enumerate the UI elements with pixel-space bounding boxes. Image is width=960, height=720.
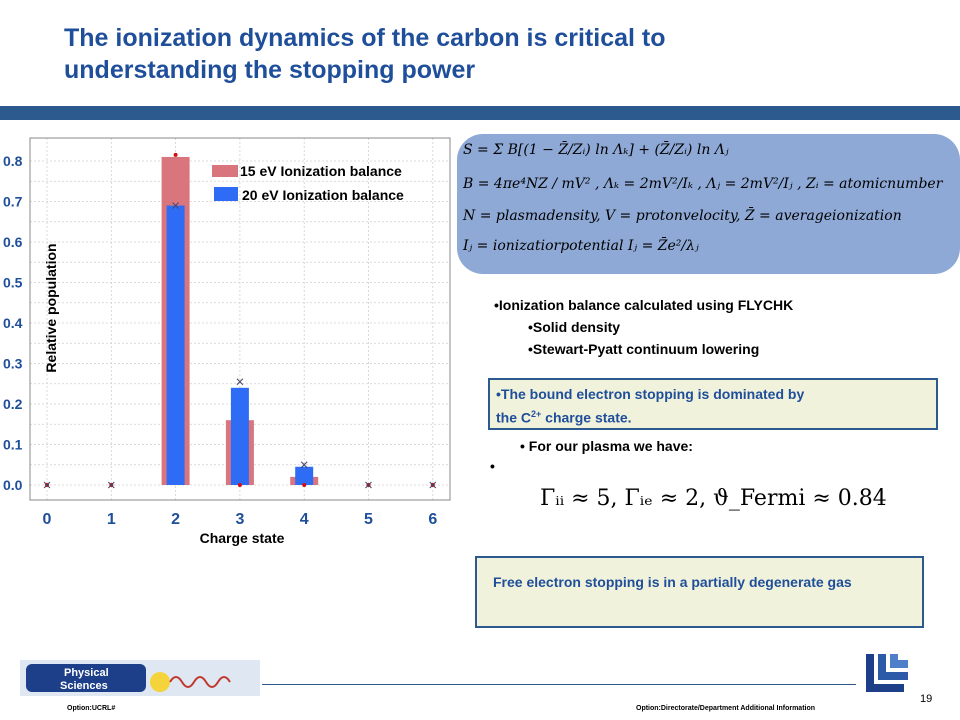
bullet-plasma: • For our plasma we have:	[520, 438, 693, 454]
chart-bars	[161, 156, 319, 486]
y-tick-label: 0.8	[3, 153, 23, 169]
bound-electron-line2: the C2+ charge state.	[496, 404, 930, 428]
bullet-empty: •	[490, 458, 495, 474]
free-electron-callout: Free electron stopping is in a partially…	[475, 556, 924, 628]
bullet-flychk: •Ionization balance calculated using FLY…	[494, 297, 794, 313]
formula-definitions: N = plasmadensity, V = protonvelocity, Z…	[463, 208, 902, 224]
charge-superscript: 2+	[531, 409, 542, 419]
formula-coulomb-log: B = 4πe⁴NZ / mV² , Λₖ = 2mV²/Iₖ , Λⱼ = 2…	[463, 176, 943, 192]
plot-area-frame	[29, 137, 451, 501]
marker-cross-charge-2	[172, 202, 179, 209]
ionization-chart: 0.0 0.1 0.2 0.3 0.4 0.5 0.6 0.7 0.8 0 1 2 3 4 5 6 Rela…	[3, 137, 451, 546]
y-axis-label: Relative population	[43, 243, 59, 372]
marker-dot-charge-4	[302, 483, 307, 487]
y-tick-label: 0.5	[3, 275, 23, 291]
chart-legend: 15 eV Ionization balance 20 eV Ionizatio…	[212, 163, 404, 203]
bullet-solid-density: •Solid density	[528, 319, 621, 335]
bullet-stewart-pyatt: •Stewart-Pyatt continuum lowering	[528, 341, 760, 357]
legend-label-15ev: 15 eV Ionization balance	[240, 163, 402, 179]
y-tick-label: 0.3	[3, 356, 23, 372]
y-tick-labels: 0.0 0.1 0.2 0.3 0.4 0.5 0.6 0.7 0.8	[3, 153, 23, 493]
formula-stopping-power: S = Σ B[(1 − Z̄/Zᵢ) ln Λₖ] + (Z̄/Zᵢ) ln …	[463, 142, 729, 158]
x-axis-label: Charge state	[200, 530, 285, 546]
y-tick-label: 0.1	[3, 437, 23, 453]
legend-swatch-15ev	[212, 165, 238, 177]
marker-cross-charge-4	[300, 461, 308, 469]
x-tick-label: 6	[428, 511, 437, 528]
stopping-power-formula-box: S = Σ B[(1 − Z̄/Zᵢ) ln Λₖ] + (Z̄/Zᵢ) ln …	[457, 134, 960, 274]
bar-20ev-charge-3	[230, 387, 249, 485]
logo-graphic: Physical Sciences	[20, 660, 260, 696]
marker-cross-charge-5	[365, 481, 372, 489]
formula-ionization-potential: Iⱼ = ionizatiorpotential I⁡ⱼ = Z̄e²/λⱼ	[463, 238, 699, 254]
footer-left-text: Option:UCRL#	[67, 705, 116, 712]
chart-markers	[43, 152, 437, 489]
y-tick-label: 0.0	[3, 477, 23, 493]
bound-electron-line1: •The bound electron stopping is dominate…	[496, 386, 805, 402]
slide-title: The ionization dynamics of the carbon is…	[64, 24, 666, 84]
x-tick-label: 5	[364, 511, 373, 528]
footer-divider	[262, 684, 856, 685]
marker-cross-charge-1	[107, 481, 115, 489]
chart-grid	[30, 138, 450, 500]
y-tick-label: 0.4	[3, 315, 23, 331]
y-tick-label: 0.2	[3, 396, 23, 412]
flychk-bullets: •Ionization balance calculated using FLY…	[494, 294, 793, 360]
marker-cross-charge-6	[429, 481, 437, 489]
bound-electron-prefix: the C	[496, 409, 531, 426]
y-tick-label: 0.6	[3, 234, 23, 250]
free-electron-text: Free electron stopping is in a partially…	[493, 574, 852, 590]
coupling-parameters-formula: Γᵢᵢ ≈ 5, Γᵢₑ ≈ 2, ϑ_Fermi ≈ 0.84	[540, 486, 887, 511]
marker-cross-charge-3	[236, 378, 244, 386]
legend-swatch-20ev	[214, 187, 238, 201]
svg-text:Physical: Physical	[64, 667, 109, 679]
x-tick-label: 2	[171, 511, 180, 528]
marker-dot-charge-2	[173, 152, 178, 157]
x-tick-label: 0	[43, 511, 52, 528]
legend-label-20ev: 20 eV Ionization balance	[242, 187, 404, 203]
footer-right-text: Option:Directorate/Department Additional…	[636, 705, 816, 712]
marker-cross-charge-0	[43, 481, 51, 489]
y-tick-label: 0.7	[3, 194, 23, 210]
bound-electron-suffix: charge state.	[541, 409, 632, 426]
page-number: 19	[920, 693, 933, 705]
svg-text:Sciences: Sciences	[60, 680, 108, 692]
bound-electron-callout: •The bound electron stopping is dominate…	[488, 378, 938, 430]
title-bar	[0, 106, 960, 120]
llnl-logo	[866, 654, 908, 692]
bar-20ev-charge-4	[295, 466, 314, 485]
x-tick-labels: 0 1 2 3 4 5 6	[43, 511, 438, 528]
physical-sciences-logo: Physical Sciences	[20, 660, 260, 696]
bar-20ev-charge-2	[166, 205, 185, 486]
marker-dot-charge-3	[237, 483, 242, 487]
x-tick-label: 1	[107, 511, 116, 528]
x-tick-label: 4	[300, 511, 309, 528]
x-tick-label: 3	[235, 511, 244, 528]
plasma-bullets: • For our plasma we have: •	[490, 436, 693, 476]
